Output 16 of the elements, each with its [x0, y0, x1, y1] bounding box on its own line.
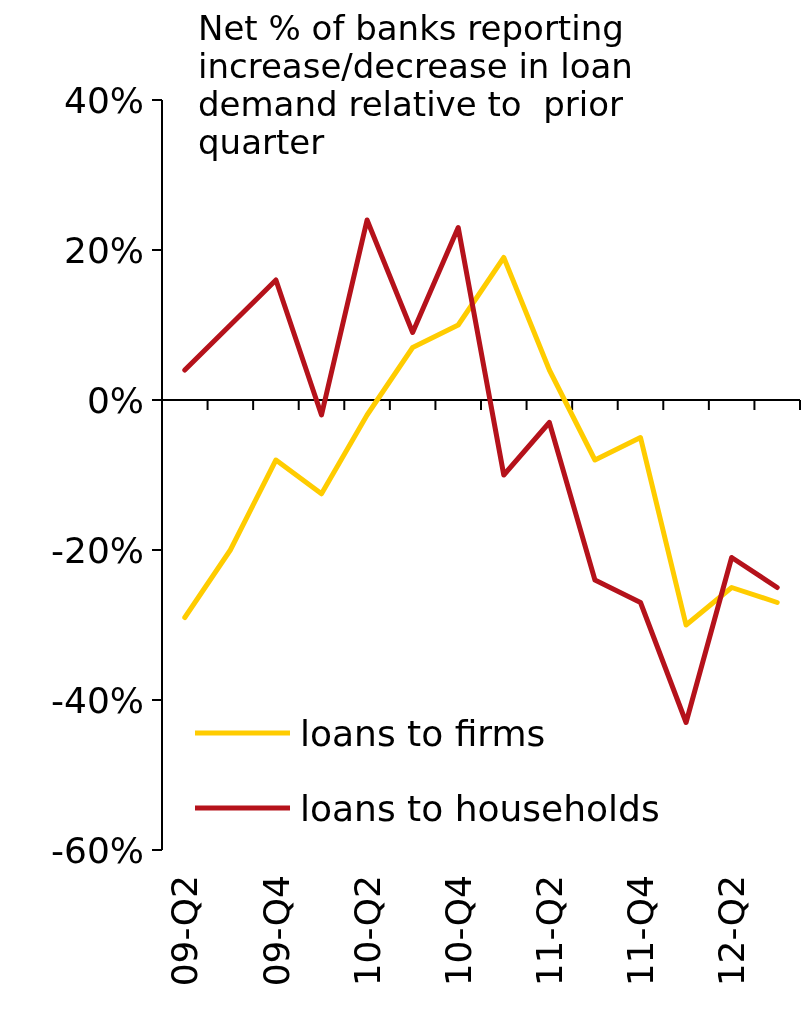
- x-tick-label: 09-Q4: [255, 875, 297, 987]
- y-tick-label: -60%: [50, 829, 144, 871]
- legend-label: loans to households: [300, 787, 660, 829]
- chart-title: Net % of banks reporting increase/decrease in loan demand relative to prior quarter: [198, 8, 633, 162]
- legend-label: loans to firms: [300, 712, 546, 754]
- y-tick-label: 40%: [63, 79, 144, 121]
- x-tick-label: 12-Q2: [711, 875, 753, 987]
- x-tick-label: 11-Q2: [528, 875, 570, 987]
- y-tick-label: 20%: [63, 229, 144, 271]
- y-tick-label: -40%: [50, 679, 144, 721]
- x-tick-label: 11-Q4: [620, 875, 662, 987]
- x-tick-label: 09-Q2: [164, 875, 206, 987]
- x-tick-label: 10-Q4: [437, 875, 479, 987]
- y-tick-label: 0%: [86, 379, 144, 421]
- y-tick-label: -20%: [50, 529, 144, 571]
- x-tick-label: 10-Q2: [346, 875, 388, 987]
